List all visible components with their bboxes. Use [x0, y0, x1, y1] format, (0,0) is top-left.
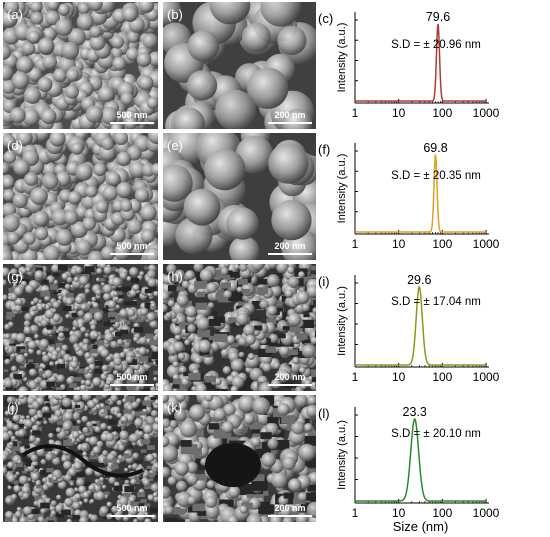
sem-particles [3, 2, 158, 129]
sem-particles [3, 395, 158, 522]
scale-bar-label: 200 nm [274, 503, 305, 513]
peak-label: 23.3 [403, 405, 427, 419]
panel-label: (i) [318, 274, 330, 289]
panel-label: (l) [318, 406, 330, 421]
x-tick-label: 1000 [473, 237, 500, 251]
crack [21, 444, 144, 478]
panel-label: (h) [167, 269, 183, 284]
sem-particles [163, 2, 316, 129]
scale-bar-label: 200 nm [274, 110, 305, 120]
sem-panel: (b) 200 nm [163, 2, 316, 129]
sd-annotation: S.D = ± 20.96 nm [391, 39, 481, 51]
y-axis-label: Intensity (a.u.) [336, 286, 348, 356]
series-line [355, 418, 486, 502]
x-tick-label: 10 [392, 106, 406, 120]
sd-annotation: S.D = ± 17.04 nm [391, 296, 481, 308]
x-tick-label: 100 [432, 506, 452, 520]
y-axis-label: Intensity (a.u.) [336, 154, 348, 224]
series-line [355, 153, 486, 233]
x-tick-label: 100 [432, 370, 452, 384]
x-tick-label: 1 [352, 106, 359, 120]
scale-bar-label: 200 nm [274, 241, 305, 251]
scale-bar-label: 500 nm [116, 503, 147, 513]
x-tick-label: 1000 [473, 106, 500, 120]
x-tick-label: 1000 [473, 370, 500, 384]
scale-bar-label: 200 nm [274, 372, 305, 382]
peak-label: 69.8 [423, 141, 447, 155]
panel-label: (c) [318, 11, 333, 26]
panel-label: (j) [7, 400, 19, 415]
dls-plots: 1 10 100 1000 Intensity (a.u.) 79.6 (c) S.D = ±… [318, 10, 500, 534]
panel-label: (g) [7, 269, 23, 284]
x-tick-label: 1 [352, 370, 359, 384]
scale-bar-label: 500 nm [116, 110, 147, 120]
panel-label: (f) [318, 142, 330, 157]
sem-image-grid: (a) 500 nm (b) 200 nm (d) 500 nm (e) 200 nm (g) 5… [3, 2, 316, 522]
sem-particles [3, 133, 158, 260]
panel-label: (k) [167, 400, 182, 415]
peak-label: 79.6 [426, 10, 450, 24]
sem-particles [163, 395, 316, 522]
sem-panel: (e) 200 nm [163, 133, 316, 260]
y-axis-label: Intensity (a.u.) [336, 23, 348, 93]
panel-label: (b) [167, 7, 183, 22]
scale-bar-label: 500 nm [116, 372, 147, 382]
pore [205, 443, 261, 487]
sem-particles [163, 133, 316, 260]
series-line [355, 285, 486, 366]
sem-panel: (a) 500 nm [3, 2, 158, 129]
dls-plot: 1 10 100 1000 Intensity (a.u.) 79.6 (c) S.D = ±… [318, 10, 500, 120]
y-axis-label: Intensity (a.u.) [336, 420, 348, 490]
sem-panel: (j) 500 nm [3, 395, 158, 522]
sem-particles [3, 264, 158, 391]
x-tick-label: 10 [392, 506, 406, 520]
scale-bar-label: 500 nm [116, 241, 147, 251]
sem-panel: (d) 500 nm [3, 133, 158, 260]
peak-label: 29.6 [407, 273, 431, 287]
x-tick-label: 1 [352, 506, 359, 520]
dls-plot: 1 10 100 1000 Intensity (a.u.) 29.6 (i) S.D = ±… [318, 273, 500, 384]
panel-label: (e) [167, 138, 183, 153]
x-tick-label: 10 [392, 370, 406, 384]
dls-plot: 1 10 100 1000 Intensity (a.u.) 69.8 (f) S.D = ±… [318, 141, 500, 251]
sem-particles [163, 264, 316, 391]
sem-panel: (k) 200 nm [163, 395, 316, 522]
panel-label: (d) [7, 138, 23, 153]
x-tick-label: 10 [392, 237, 406, 251]
panel-label: (a) [7, 7, 23, 22]
dls-plot: 1 10 100 1000 Intensity (a.u.) 23.3 (l) S.D = ±… [318, 405, 500, 534]
sem-panel: (g) 500 nm [3, 264, 158, 391]
x-tick-label: 1000 [473, 506, 500, 520]
sd-annotation: S.D = ± 20.10 nm [391, 428, 481, 440]
x-tick-label: 100 [432, 237, 452, 251]
x-axis-label: Size (nm) [393, 519, 449, 534]
sem-panel: (h) 200 nm [163, 264, 316, 391]
series-line [355, 23, 486, 102]
sd-annotation: S.D = ± 20.35 nm [391, 170, 481, 182]
x-tick-label: 100 [432, 106, 452, 120]
x-tick-label: 1 [352, 237, 359, 251]
